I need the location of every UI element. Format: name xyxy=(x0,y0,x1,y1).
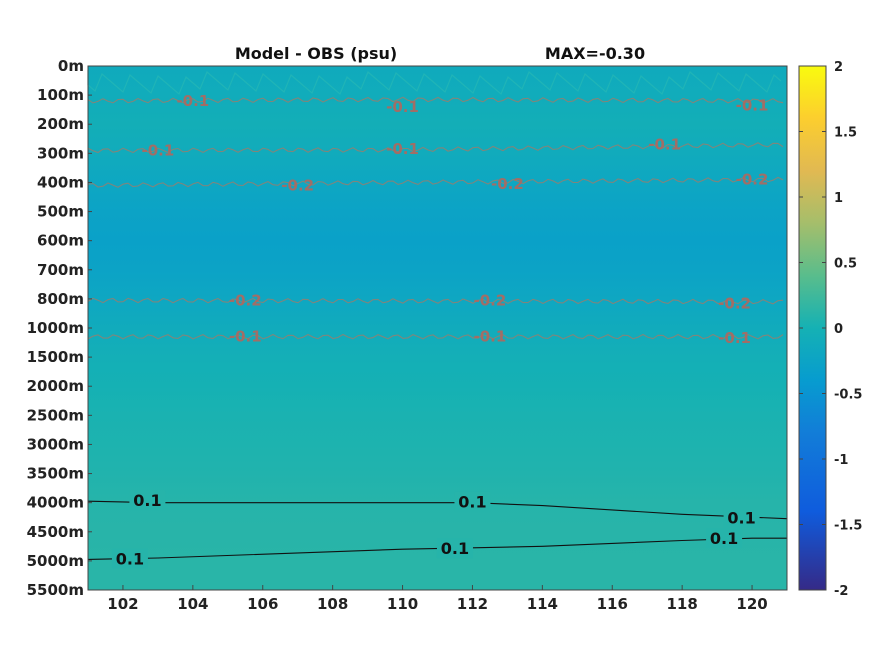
y-tick-label: 4500m xyxy=(27,523,84,541)
contour-label: -0.1 xyxy=(141,141,174,159)
contour-label: 0.1 xyxy=(441,539,469,558)
contour-label-bg xyxy=(111,548,148,569)
y-axis: 0m 100m 200m 300m 400m 500m 600m 700m 800m 1000m 1… xyxy=(27,57,92,599)
y-tick-label: 1500m xyxy=(27,348,84,366)
contour-line xyxy=(87,176,784,188)
x-tick-label: 104 xyxy=(177,595,208,613)
y-tick-label: 800m xyxy=(37,290,84,308)
contour-label: 0.1 xyxy=(458,493,486,512)
contour-label: 0.1 xyxy=(727,509,755,528)
colorbar-tick-label: 0.5 xyxy=(834,257,857,272)
contour-label: -0.1 xyxy=(176,92,209,110)
contour-label-bg xyxy=(454,491,491,512)
contour-label: -0.1 xyxy=(648,136,681,154)
contour-label: -0.1 xyxy=(386,98,419,116)
x-tick-label: 102 xyxy=(107,595,138,613)
contour-label: -0.1 xyxy=(229,328,262,346)
x-axis: 102 104 106 108 110 112 114 116 118 120 xyxy=(107,585,768,613)
contour-label: 0.1 xyxy=(133,491,161,510)
contour-label: -0.2 xyxy=(474,291,507,309)
y-tick-label: 100m xyxy=(37,86,84,104)
y-tick-label: 400m xyxy=(37,173,84,191)
contour-labels: -0.1 -0.1 -0.1 -0.1 -0.1 -0.1 -0.2 -0.2 -0.2 -0.2… xyxy=(111,92,769,569)
contour-label: -0.2 xyxy=(718,294,751,312)
contour-line xyxy=(87,297,784,305)
colorbar-tick-label: -1 xyxy=(834,453,848,468)
colorbar-tick-label: 2 xyxy=(834,60,843,75)
x-tick-label: 120 xyxy=(736,595,767,613)
y-tick-label: 2500m xyxy=(27,406,84,424)
y-tick-label: 5000m xyxy=(27,552,84,570)
contour-label-bg xyxy=(706,528,743,549)
max-label: MAX=-0.30 xyxy=(545,44,645,63)
contour-line xyxy=(87,96,784,104)
x-tick-label: 114 xyxy=(527,595,558,613)
contour-label: -0.1 xyxy=(386,140,419,158)
contour-label: -0.2 xyxy=(736,171,769,189)
colorbar-tick-label: 1 xyxy=(834,191,843,206)
y-tick-label: 5500m xyxy=(27,581,84,599)
y-tick-label: 3000m xyxy=(27,435,84,453)
contour-label: -0.2 xyxy=(229,291,262,309)
colorbar-tick-label: 0 xyxy=(834,322,843,337)
y-tick-label: 200m xyxy=(37,115,84,133)
colorbar-tick-label: -2 xyxy=(834,584,848,599)
surface-texture xyxy=(87,70,782,95)
contour-label: -0.2 xyxy=(281,176,314,194)
contour-label: -0.1 xyxy=(474,328,507,346)
y-tick-label: 0m xyxy=(58,57,84,75)
x-tick-label: 116 xyxy=(597,595,628,613)
colorbar-tick-label: -1.5 xyxy=(834,519,862,534)
y-tick-label: 300m xyxy=(37,144,84,162)
field-heatmap xyxy=(88,66,787,590)
x-tick-label: 112 xyxy=(457,595,488,613)
y-tick-label: 4000m xyxy=(27,494,84,512)
y-tick-label: 1000m xyxy=(27,319,84,337)
contour-label-bg xyxy=(723,507,760,528)
contour-label: -0.1 xyxy=(736,96,769,114)
colorbar xyxy=(799,66,826,590)
y-tick-label: 500m xyxy=(37,203,84,221)
chart-title: Model - OBS (psu) xyxy=(235,44,397,63)
contour-label: -0.1 xyxy=(718,329,751,347)
y-tick-label: 700m xyxy=(37,261,84,279)
contour-label: 0.1 xyxy=(116,549,144,568)
x-tick-label: 106 xyxy=(247,595,278,613)
colorbar-tick-label: 1.5 xyxy=(834,126,857,141)
contour-line xyxy=(87,142,784,154)
contour-label: 0.1 xyxy=(710,529,738,548)
contour-label-bg xyxy=(436,538,473,559)
contour-label: -0.2 xyxy=(491,175,524,193)
x-tick-label: 110 xyxy=(387,595,418,613)
x-tick-label: 108 xyxy=(317,595,348,613)
colorbar-tick-label: -0.5 xyxy=(834,388,862,403)
contour-line xyxy=(87,333,784,340)
y-tick-label: 2000m xyxy=(27,377,84,395)
contour-label-bg xyxy=(129,490,166,511)
y-tick-label: 600m xyxy=(37,232,84,250)
contour-layer xyxy=(87,96,788,560)
y-tick-label: 3500m xyxy=(27,465,84,483)
x-tick-label: 118 xyxy=(666,595,697,613)
colorbar-ticks: 2 1.5 1 0.5 0 -0.5 -1 -1.5 -2 xyxy=(799,60,862,599)
